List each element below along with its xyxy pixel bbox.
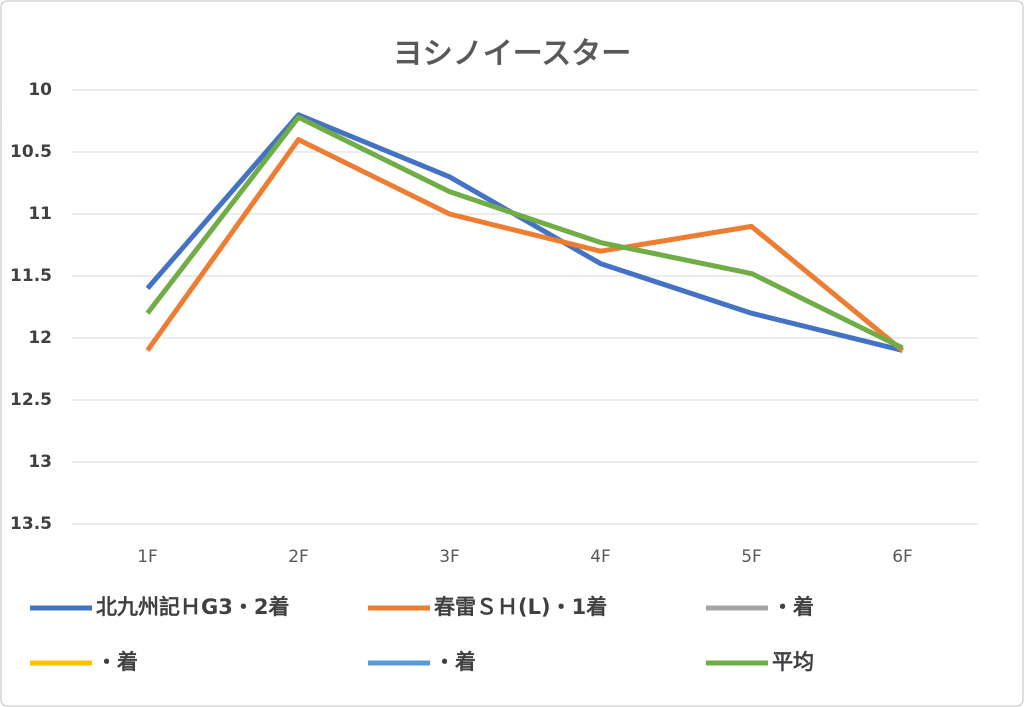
- y-tick-label: 11: [28, 204, 52, 224]
- chart-title: ヨシノイースター: [393, 37, 632, 72]
- y-tick-label: 13: [28, 452, 52, 472]
- x-tick-label: 4F: [590, 547, 611, 567]
- y-tick-label: 13.5: [10, 514, 52, 534]
- x-tick-label: 1F: [137, 547, 158, 567]
- y-tick-label: 12.5: [10, 390, 52, 410]
- series-line: [145, 114, 904, 351]
- legend-label: ・着: [96, 650, 138, 674]
- series-line: [145, 112, 904, 353]
- legend-label: 北九州記ＨG3・2着: [96, 595, 289, 619]
- y-tick-label: 10: [28, 80, 52, 100]
- x-tick-label: 6F: [892, 547, 913, 567]
- x-tick-label: 3F: [439, 547, 460, 567]
- y-tick-label: 10.5: [10, 142, 52, 162]
- y-tick-label: 12: [28, 328, 52, 348]
- series-line: [145, 137, 905, 353]
- legend-label: ・着: [434, 650, 476, 674]
- x-tick-label: 5F: [741, 547, 762, 567]
- y-tick-label: 11.5: [10, 266, 52, 286]
- legend-label: ・着: [772, 595, 814, 619]
- legend-label: 平均: [772, 650, 814, 674]
- x-tick-label: 2F: [288, 547, 309, 567]
- legend-label: 春雷ＳＨ(L)・1着: [434, 595, 607, 619]
